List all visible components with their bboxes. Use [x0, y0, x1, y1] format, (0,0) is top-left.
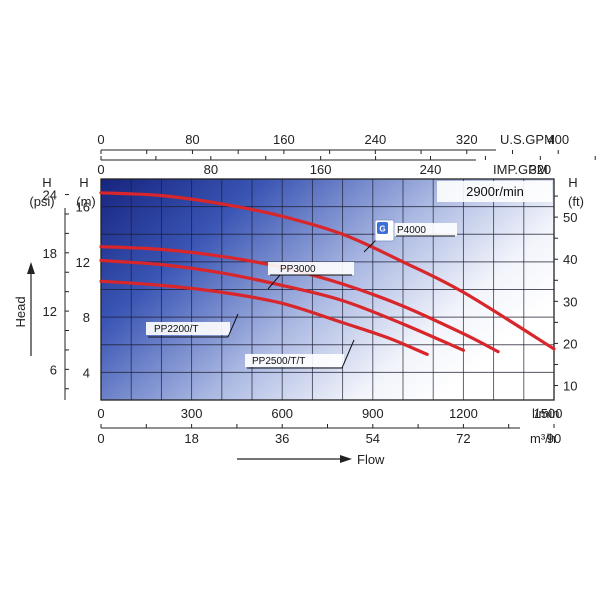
y-axis-symbol-psi: H [42, 175, 51, 190]
curves [99, 191, 556, 356]
y-axis-arrowhead [27, 262, 35, 274]
x-tick-label-lmin: 600 [271, 406, 293, 421]
svg-text:G: G [379, 225, 385, 234]
x-axis-unit-lmin: l/min [532, 406, 559, 421]
grid [101, 179, 554, 400]
x-tick-label-m3h: 36 [275, 431, 289, 446]
x-tick-label-lmin: 300 [181, 406, 203, 421]
y-axis-symbol-m: H [79, 175, 88, 190]
top-tick-label-impgpm: 320 [529, 162, 551, 177]
x-tick-label-m3h: 18 [184, 431, 198, 446]
y-axis-unit-psi: (psi) [29, 194, 54, 209]
top-tick-label-usgpm: 160 [273, 132, 295, 147]
top-tick-label-usgpm: 80 [185, 132, 199, 147]
curve-labels: P4000 PP3000 PP2500/T/T PP2200/T [146, 223, 457, 369]
y-tick-label-ft: 30 [563, 294, 577, 309]
x-tick-label-m3h: 90 [547, 431, 561, 446]
curve-pp2500-t-t [99, 258, 465, 352]
curve-pp2200-t [99, 279, 429, 356]
top-axis-unit-usgpm: U.S.GPM [500, 132, 555, 147]
top-tick-label-impgpm: 240 [420, 162, 442, 177]
leader-line-pp2200-t [227, 313, 239, 338]
x-axis-unit-m3h: m³/h [530, 431, 556, 446]
top-tick-label-impgpm: 160 [310, 162, 332, 177]
x-tick-label-m3h: 0 [97, 431, 104, 446]
speed-label-box [437, 181, 552, 202]
y-tick-label-m: 4 [83, 365, 90, 380]
x-tick-label-m3h: 72 [456, 431, 470, 446]
y-tick-label-ft: 10 [563, 379, 577, 394]
top-tick-label-usgpm: 240 [364, 132, 386, 147]
y-tick-label-m: 8 [83, 310, 90, 325]
x-tick-label-lmin: 900 [362, 406, 384, 421]
x-tick-label-lmin: 0 [97, 406, 104, 421]
top-tick-label-usgpm: 320 [456, 132, 478, 147]
top-tick-label-impgpm: 80 [204, 162, 218, 177]
y-tick-label-psi: 24 [43, 188, 57, 203]
x-axis-arrowhead [340, 455, 352, 463]
label-pp3000: PP3000 [280, 264, 316, 275]
y-tick-label-ft: 40 [563, 252, 577, 267]
y-axis-unit-ft: (ft) [568, 194, 584, 209]
y-axis-symbol-ft: H [568, 175, 577, 190]
leader-line-pp2500-t-t [341, 339, 355, 369]
label-bg-pp2500-t-t [245, 354, 344, 367]
y-axis-label: Head [13, 296, 28, 327]
y-tick-label-ft: 20 [563, 336, 577, 351]
label-pp2500-t-t: PP2500/T/T [252, 356, 305, 367]
curve-pp3000 [99, 245, 500, 354]
plot-border [100, 178, 555, 401]
label-bg-pp3000 [268, 262, 354, 275]
label-bg-pp2200-t [146, 322, 230, 335]
x-tick-label-m3h: 54 [366, 431, 380, 446]
x-axis-label: Flow [357, 452, 385, 467]
top-tick-label-usgpm: 0 [97, 132, 104, 147]
leader-line-pp3000 [267, 274, 281, 290]
y-tick-label-m: 16 [76, 200, 90, 215]
label-bg-p4000 [394, 223, 457, 236]
x-tick-label-lmin: 1200 [449, 406, 478, 421]
label-pp2200-t: PP2200/T [154, 324, 198, 335]
y-tick-label-m: 12 [76, 255, 90, 270]
y-tick-label-psi: 6 [50, 362, 57, 377]
y-tick-label-ft: 50 [563, 210, 577, 225]
g-badge-icon: G [374, 219, 395, 242]
top-axis-unit-impgpm: IMP.GPM [493, 162, 548, 177]
y-tick-label-psi: 18 [43, 246, 57, 261]
label-p4000: P4000 [397, 225, 426, 236]
x-tick-label-lmin: 1500 [534, 406, 563, 421]
speed-label: 2900r/min [466, 184, 524, 199]
top-tick-label-usgpm: 400 [547, 132, 569, 147]
curve-p4000 [99, 191, 556, 351]
top-tick-label-impgpm: 0 [97, 162, 104, 177]
y-tick-label-psi: 12 [43, 304, 57, 319]
y-axis-unit-m: (m) [76, 194, 96, 209]
